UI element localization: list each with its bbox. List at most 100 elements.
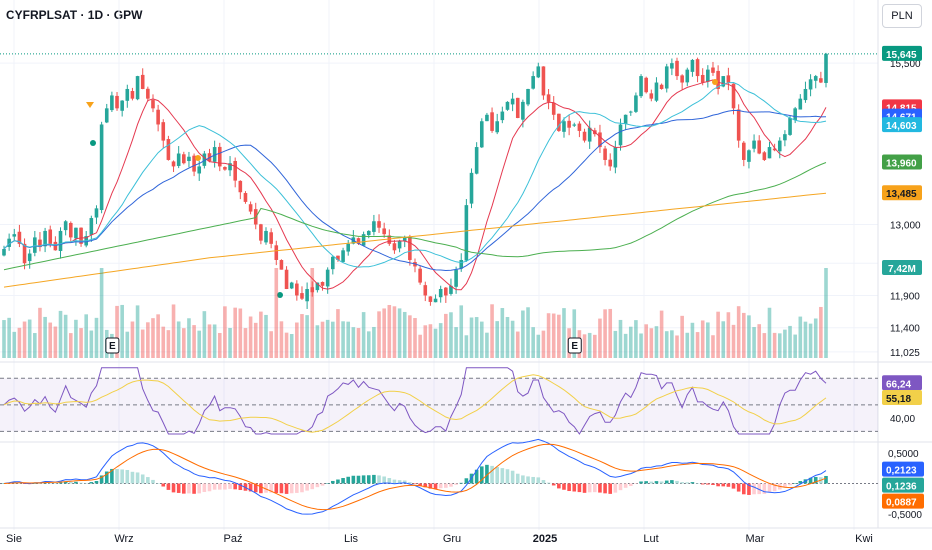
candle-body bbox=[99, 124, 104, 211]
macd-histogram-bar bbox=[623, 483, 628, 488]
candle-body bbox=[428, 296, 433, 302]
volume-bar bbox=[151, 318, 155, 358]
volume-bar bbox=[598, 318, 602, 358]
volume-bar bbox=[541, 330, 546, 358]
candle-body bbox=[495, 121, 499, 133]
candle-body bbox=[110, 95, 114, 111]
volume-bar bbox=[490, 304, 494, 358]
macd-histogram-bar bbox=[680, 482, 684, 484]
volume-label: 7,42M bbox=[888, 264, 916, 275]
volume-bar bbox=[243, 328, 248, 358]
macd-histogram-bar bbox=[716, 483, 720, 487]
candle-body bbox=[700, 74, 705, 83]
volume-bar bbox=[7, 317, 11, 358]
volume-bar bbox=[546, 313, 551, 358]
candle-body bbox=[217, 146, 222, 167]
candle-body bbox=[202, 153, 207, 166]
macd-histogram-bar bbox=[490, 465, 494, 484]
macd-histogram-bar bbox=[320, 483, 325, 486]
macd-tick-label: -0,5000 bbox=[888, 510, 922, 521]
volume-bar bbox=[695, 332, 700, 358]
candle-body bbox=[444, 287, 448, 296]
time-tick-label: Lis bbox=[344, 533, 359, 545]
volume-bar bbox=[639, 333, 643, 358]
macd-histogram-bar bbox=[726, 483, 731, 487]
candle-body bbox=[557, 113, 561, 131]
macd-histogram-bar bbox=[68, 481, 73, 484]
candle-body bbox=[284, 269, 289, 290]
price-label: 14,603 bbox=[886, 121, 917, 132]
candle-body bbox=[279, 260, 284, 270]
volume-bar bbox=[392, 306, 397, 358]
volume-bar bbox=[38, 307, 42, 358]
candle-body bbox=[289, 282, 294, 289]
volume-bar bbox=[17, 327, 22, 358]
volume-bar bbox=[259, 311, 263, 358]
volume-bar bbox=[356, 328, 361, 358]
macd-histogram-bar bbox=[248, 483, 253, 492]
candle-body bbox=[325, 269, 330, 287]
candle-body bbox=[690, 59, 695, 72]
candle-body bbox=[140, 74, 145, 89]
candle-body bbox=[659, 84, 664, 89]
macd-label: 0,2123 bbox=[886, 466, 917, 477]
candle-body bbox=[192, 155, 196, 172]
rsi-tick-label: 40,00 bbox=[890, 414, 915, 425]
candle-body bbox=[223, 167, 227, 170]
candle-body bbox=[228, 163, 232, 171]
candle-body bbox=[603, 148, 607, 160]
macd-histogram-bar bbox=[526, 476, 530, 484]
rsi-label-box bbox=[882, 375, 922, 391]
candle-body bbox=[654, 82, 659, 101]
volume-bar bbox=[485, 332, 489, 358]
macd-histogram-bar bbox=[505, 469, 510, 484]
volume-bar bbox=[706, 322, 710, 358]
macd-histogram-bar bbox=[808, 477, 813, 484]
macd-histogram-bar bbox=[392, 479, 397, 484]
volume-bar bbox=[479, 321, 484, 358]
candle-body bbox=[808, 79, 813, 90]
sell-signal-marker bbox=[86, 102, 94, 108]
volume-bar bbox=[89, 330, 94, 358]
volume-bar bbox=[618, 319, 623, 358]
volume-bar bbox=[454, 327, 458, 358]
macd-histogram-bar bbox=[783, 483, 787, 488]
rsi-line bbox=[3, 367, 827, 435]
candle-body bbox=[320, 281, 325, 286]
candle-body bbox=[12, 234, 17, 237]
macd-histogram-bar bbox=[310, 483, 315, 490]
candle-body bbox=[567, 120, 571, 128]
candle-body bbox=[736, 109, 741, 141]
macd-histogram-bar bbox=[382, 476, 386, 484]
candle-body bbox=[7, 238, 11, 247]
candle-body bbox=[305, 289, 309, 302]
candle-body bbox=[397, 240, 402, 249]
volume-bar bbox=[793, 334, 797, 358]
volume-bar bbox=[192, 325, 196, 358]
candle-body bbox=[634, 95, 638, 112]
candle-body bbox=[187, 156, 191, 162]
sell-signal-marker bbox=[195, 155, 201, 161]
rsi-ma-line bbox=[3, 374, 827, 433]
candle-body bbox=[546, 94, 551, 102]
candle-body bbox=[772, 148, 777, 151]
volume-bar bbox=[649, 328, 654, 358]
candle-body bbox=[515, 97, 520, 119]
macd-histogram-bar bbox=[110, 468, 114, 484]
macd-histogram-bar bbox=[500, 468, 505, 484]
volume-bar bbox=[161, 326, 166, 358]
macd-histogram-bar bbox=[721, 483, 726, 487]
macd-histogram-bar bbox=[772, 483, 777, 492]
volume-label-box bbox=[882, 260, 922, 275]
macd-histogram-bar bbox=[325, 483, 330, 484]
currency-button[interactable]: PLN bbox=[882, 4, 922, 28]
macd-histogram-bar bbox=[135, 472, 140, 484]
sell-signal-marker bbox=[712, 79, 718, 85]
volume-bar bbox=[510, 320, 515, 358]
candle-body bbox=[310, 287, 315, 293]
volume-bar bbox=[742, 312, 746, 358]
candle-body bbox=[22, 243, 27, 264]
macd-histogram-bar bbox=[562, 483, 566, 490]
price-label: 13,485 bbox=[886, 189, 917, 200]
